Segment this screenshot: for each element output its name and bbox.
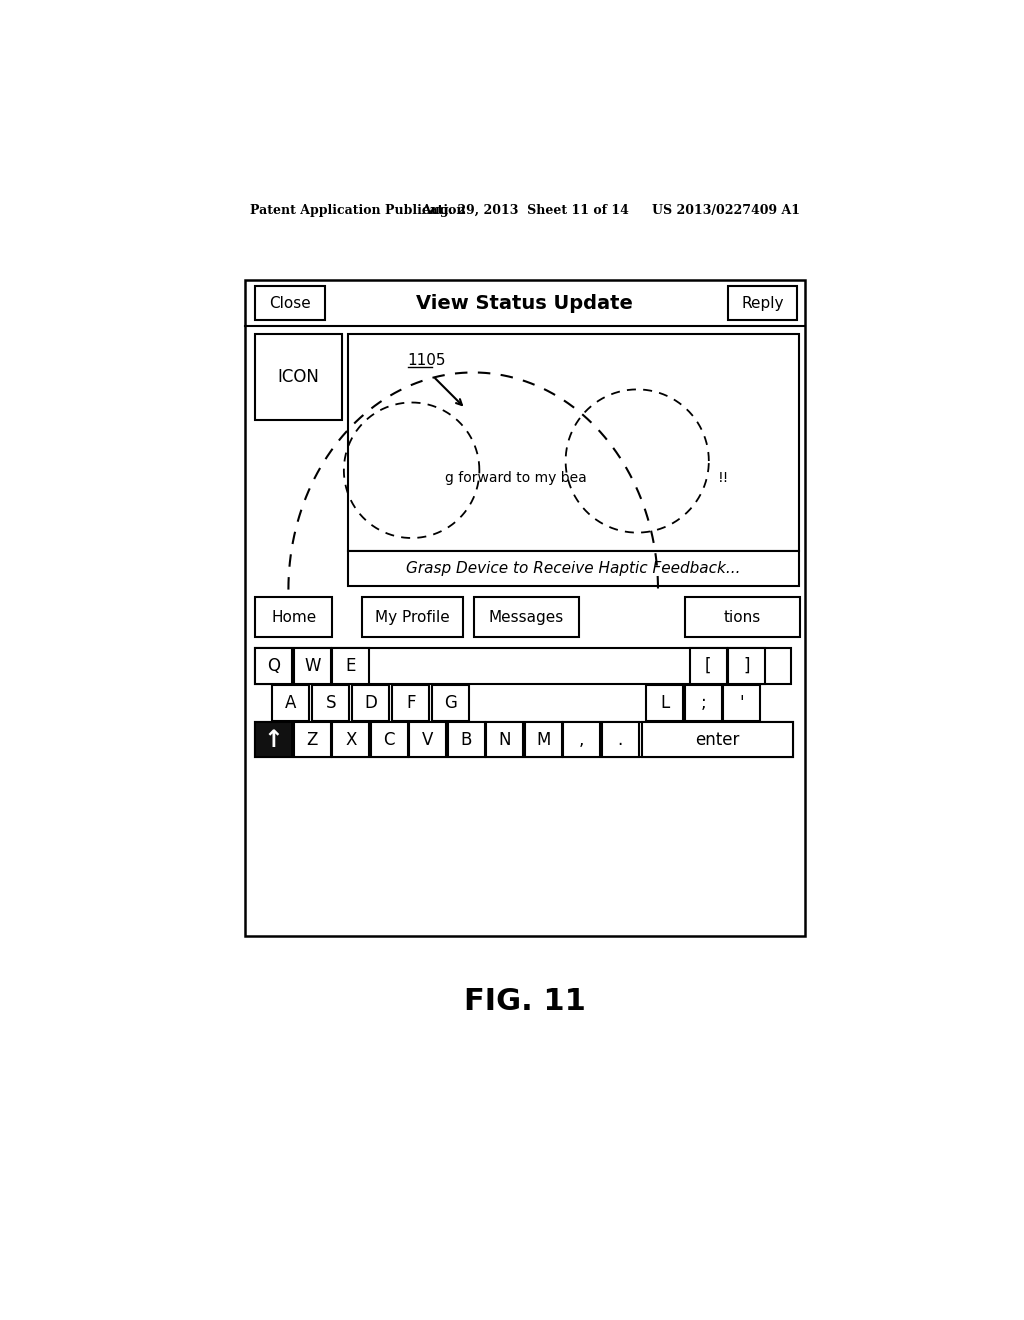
- Text: tions: tions: [724, 610, 761, 624]
- Text: Q: Q: [267, 657, 281, 675]
- FancyBboxPatch shape: [361, 598, 463, 638]
- Text: US 2013/0227409 A1: US 2013/0227409 A1: [652, 205, 801, 218]
- Text: C: C: [384, 731, 395, 748]
- Text: My Profile: My Profile: [375, 610, 450, 624]
- Text: Z: Z: [306, 731, 318, 748]
- Text: ': ': [739, 694, 744, 711]
- FancyBboxPatch shape: [255, 722, 292, 758]
- FancyBboxPatch shape: [348, 552, 799, 586]
- FancyBboxPatch shape: [524, 722, 562, 758]
- FancyBboxPatch shape: [255, 286, 325, 321]
- Text: Close: Close: [269, 296, 311, 310]
- FancyBboxPatch shape: [728, 648, 765, 684]
- Text: Reply: Reply: [741, 296, 784, 310]
- FancyBboxPatch shape: [602, 722, 639, 758]
- FancyBboxPatch shape: [255, 648, 292, 684]
- Text: Patent Application Publication: Patent Application Publication: [250, 205, 466, 218]
- FancyBboxPatch shape: [255, 722, 793, 758]
- FancyBboxPatch shape: [333, 648, 370, 684]
- FancyBboxPatch shape: [255, 334, 342, 420]
- Text: g forward to my bea: g forward to my bea: [444, 471, 587, 484]
- FancyBboxPatch shape: [685, 598, 801, 638]
- Text: Grasp Device to Receive Haptic Feedback...: Grasp Device to Receive Haptic Feedback.…: [407, 561, 740, 576]
- FancyBboxPatch shape: [474, 598, 579, 638]
- FancyBboxPatch shape: [371, 722, 408, 758]
- FancyBboxPatch shape: [646, 685, 683, 721]
- Text: ↑: ↑: [264, 727, 284, 752]
- FancyBboxPatch shape: [352, 685, 389, 721]
- Text: ;: ;: [700, 694, 707, 711]
- Text: B: B: [461, 731, 472, 748]
- FancyBboxPatch shape: [392, 685, 429, 721]
- Text: enter: enter: [695, 731, 739, 748]
- FancyBboxPatch shape: [432, 685, 469, 721]
- Text: S: S: [326, 694, 336, 711]
- FancyBboxPatch shape: [689, 648, 727, 684]
- FancyBboxPatch shape: [348, 334, 799, 552]
- Text: Aug. 29, 2013  Sheet 11 of 14: Aug. 29, 2013 Sheet 11 of 14: [421, 205, 629, 218]
- Text: E: E: [345, 657, 356, 675]
- FancyBboxPatch shape: [447, 722, 484, 758]
- FancyBboxPatch shape: [642, 722, 793, 758]
- Text: D: D: [365, 694, 377, 711]
- Text: FIG. 11: FIG. 11: [464, 987, 586, 1016]
- Text: 1105: 1105: [408, 354, 446, 368]
- Text: .: .: [617, 731, 623, 748]
- Text: !!: !!: [718, 471, 729, 484]
- Text: ,: ,: [580, 731, 585, 748]
- FancyBboxPatch shape: [563, 722, 600, 758]
- Text: [: [: [705, 657, 712, 675]
- Text: ]: ]: [743, 657, 750, 675]
- Text: L: L: [660, 694, 670, 711]
- Text: Messages: Messages: [488, 610, 564, 624]
- Text: ICON: ICON: [278, 368, 319, 385]
- FancyBboxPatch shape: [410, 722, 446, 758]
- Text: X: X: [345, 731, 356, 748]
- FancyBboxPatch shape: [486, 722, 523, 758]
- FancyBboxPatch shape: [728, 286, 798, 321]
- FancyBboxPatch shape: [245, 280, 805, 936]
- Text: V: V: [422, 731, 433, 748]
- Text: G: G: [444, 694, 458, 711]
- FancyBboxPatch shape: [685, 685, 722, 721]
- FancyBboxPatch shape: [333, 722, 370, 758]
- FancyBboxPatch shape: [312, 685, 349, 721]
- Text: Home: Home: [271, 610, 316, 624]
- FancyBboxPatch shape: [724, 685, 761, 721]
- Text: W: W: [304, 657, 321, 675]
- FancyBboxPatch shape: [272, 685, 309, 721]
- FancyBboxPatch shape: [255, 648, 792, 684]
- Text: M: M: [537, 731, 551, 748]
- Text: F: F: [407, 694, 416, 711]
- FancyBboxPatch shape: [255, 598, 333, 638]
- FancyBboxPatch shape: [294, 648, 331, 684]
- Text: View Status Update: View Status Update: [417, 293, 633, 313]
- Text: A: A: [285, 694, 296, 711]
- Text: N: N: [499, 731, 511, 748]
- FancyBboxPatch shape: [294, 722, 331, 758]
